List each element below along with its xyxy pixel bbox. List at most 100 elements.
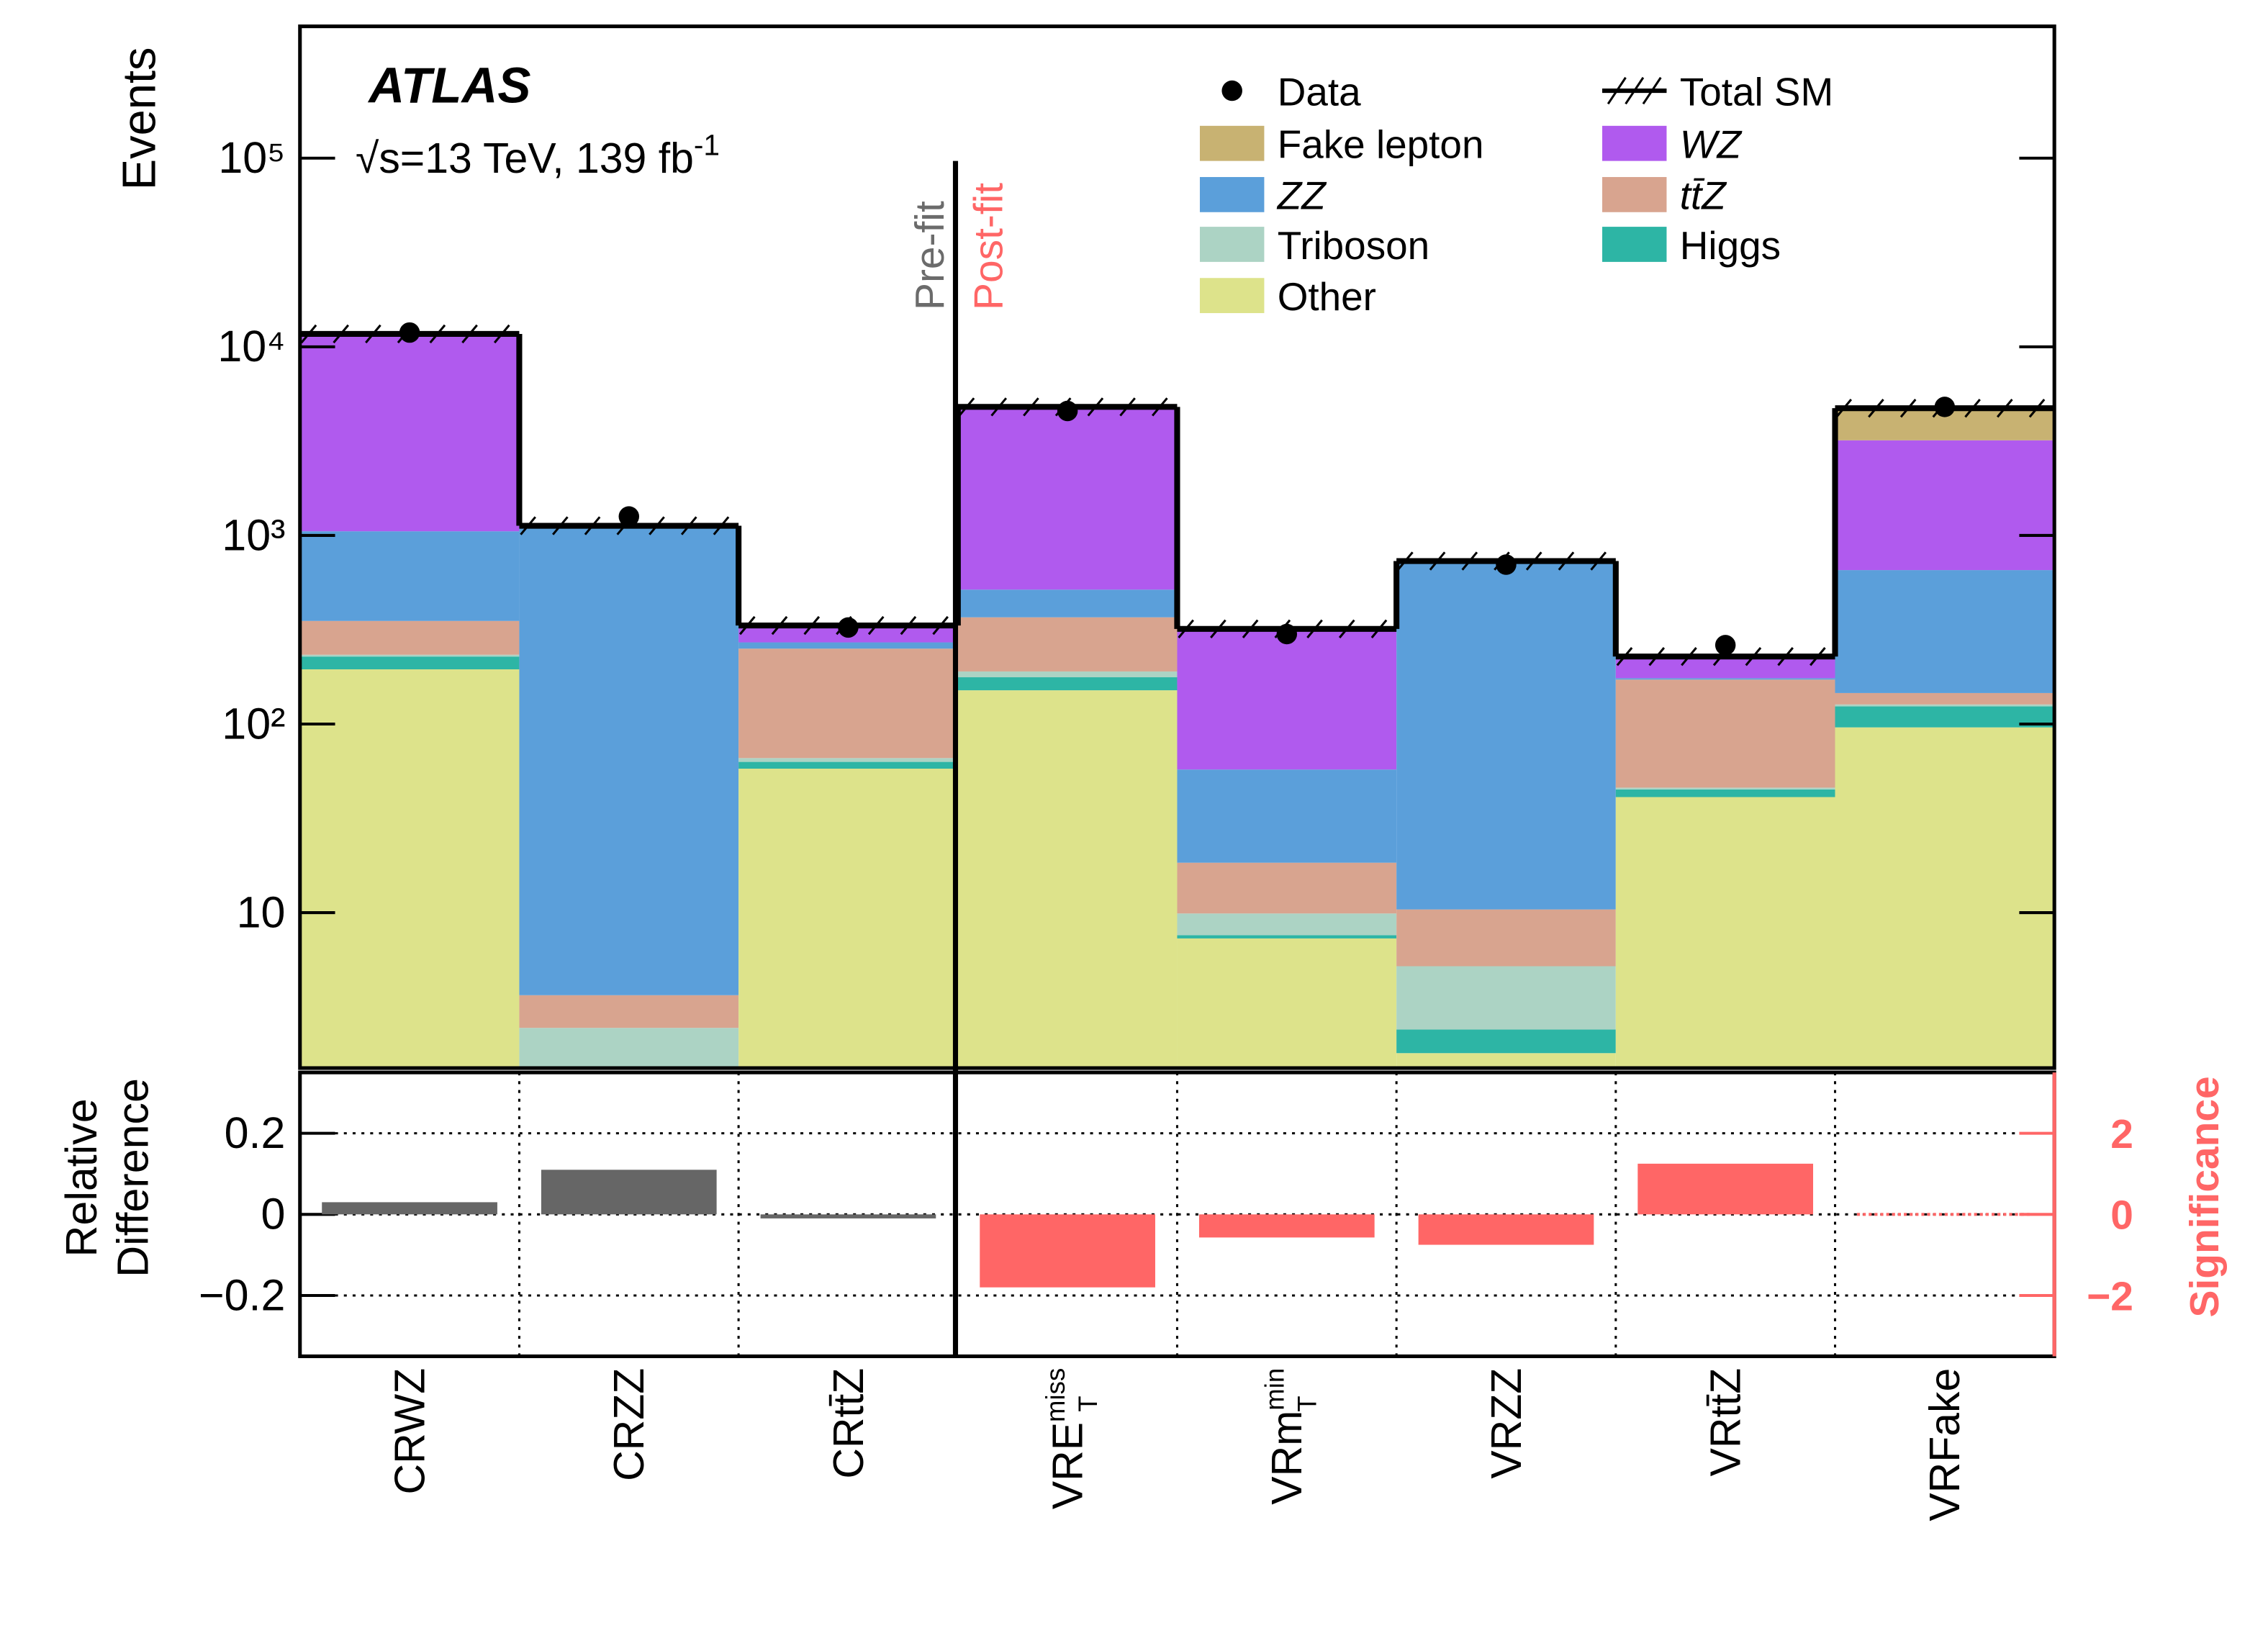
stack-segment <box>1177 938 1397 1069</box>
stack-segment <box>1396 909 1616 967</box>
x-tick-label: CRZZ <box>606 1368 653 1481</box>
stack-segment <box>957 589 1178 618</box>
stack-segment <box>1835 727 2055 1069</box>
data-point <box>618 506 640 527</box>
stack-segment <box>1177 935 1397 939</box>
prefit-label: Pre-fit <box>907 201 953 310</box>
stack-segment <box>1835 706 2055 728</box>
x-tick-label: CRtt̄Z <box>826 1368 872 1479</box>
data-point <box>1934 397 1956 417</box>
stack-segment <box>299 656 520 669</box>
y-axis-label: Events <box>112 47 165 190</box>
stack-segment <box>1396 1029 1616 1054</box>
legend-hatch <box>1607 76 1627 105</box>
ratio-bar <box>1198 1214 1375 1238</box>
stack-segment <box>519 1028 739 1069</box>
stack-segment <box>1396 966 1616 1030</box>
ratio-bar <box>541 1170 717 1215</box>
data-point <box>838 617 859 638</box>
legend-swatch <box>1199 176 1265 212</box>
stack-area <box>299 333 2055 1069</box>
y-tick-label: 10² <box>222 699 285 748</box>
y-tick-label: 10 <box>237 887 286 936</box>
y2-tick-label: −2 <box>2087 1273 2133 1319</box>
data-point <box>399 322 420 343</box>
legend-label: tt̄Z <box>1680 173 1727 218</box>
x-tick-text: VRE <box>1044 1422 1091 1509</box>
stack-segment <box>519 995 739 1028</box>
x-tick-label: VRFake <box>1922 1368 1969 1521</box>
data-point <box>1276 623 1298 645</box>
x-tick-label: VRtt̄Z <box>1702 1368 1749 1477</box>
stack-segment <box>1177 629 1397 770</box>
stack-segment <box>738 758 958 762</box>
stack-segment <box>299 531 520 621</box>
energy-text: √s=13 TeV, 139 fb <box>356 135 694 182</box>
legend-swatch <box>1199 227 1265 262</box>
stack-segment <box>1835 692 2055 705</box>
stack-segment <box>957 671 1178 678</box>
ratio-y-label: Relative <box>57 1098 106 1257</box>
significance-label: Significance <box>2182 1076 2228 1317</box>
stack-segment <box>1396 561 1616 910</box>
legend-swatch <box>1602 125 1667 161</box>
stack-segment <box>1835 704 2055 707</box>
x-tick-sup: miss <box>1041 1368 1070 1422</box>
stack-segment <box>738 642 958 649</box>
stack-segment <box>299 669 520 1069</box>
legend-label: ZZ <box>1276 173 1328 218</box>
stack-segment <box>738 648 958 759</box>
legend-label: Higgs <box>1680 223 1781 268</box>
x-tick-label: VREmiss T <box>1041 1368 1103 1509</box>
data-point <box>1714 635 1736 656</box>
ratio-bar <box>1418 1214 1594 1245</box>
stack-segment <box>1835 570 2055 693</box>
x-tick-sup: min <box>1260 1368 1290 1411</box>
ratio-bar <box>980 1214 1155 1288</box>
stack-segment <box>1615 679 1835 788</box>
y2-tick-label: 0 <box>2110 1193 2133 1239</box>
stack-segment <box>299 333 520 532</box>
legend-swatch <box>1602 176 1667 212</box>
stack-segment <box>519 526 739 995</box>
ratio-bar <box>322 1202 497 1215</box>
stack-segment <box>957 407 1178 590</box>
x-tick-sub: T <box>1073 1396 1103 1411</box>
legend-swatch <box>1199 125 1265 161</box>
legend-marker <box>1221 80 1242 101</box>
y2-tick-label: 2 <box>2110 1111 2133 1157</box>
stack-segment <box>957 690 1178 1069</box>
stack-segment <box>1615 789 1835 797</box>
legend-label: Total SM <box>1680 69 1833 114</box>
legend-hatch <box>1642 76 1662 105</box>
ratio-bar <box>760 1214 936 1218</box>
data-point <box>1496 554 1517 575</box>
stack-segment <box>1177 913 1397 936</box>
y-tick-label: 0.2 <box>225 1108 286 1157</box>
postfit-label: Post-fit <box>966 183 1012 310</box>
experiment-label: ATLAS <box>367 57 530 113</box>
y-tick-label: −0.2 <box>199 1270 285 1319</box>
legend-label: WZ <box>1680 122 1743 167</box>
stack-segment <box>1615 797 1835 1069</box>
stack-segment <box>1615 656 1835 679</box>
legend-hatch <box>1625 76 1645 105</box>
x-tick-text: VRm <box>1264 1411 1311 1505</box>
x-tick-label: CRWZ <box>387 1368 433 1495</box>
y-tick-label: 10⁴ <box>217 322 285 371</box>
data-point <box>1057 400 1078 422</box>
stack-segment <box>957 677 1178 691</box>
main-frame <box>298 24 2056 1070</box>
stack-segment <box>738 769 958 1069</box>
y-tick-label: 0 <box>261 1190 286 1239</box>
energy-exponent: -1 <box>694 128 720 161</box>
stack-segment <box>1396 1053 1616 1069</box>
stack-segment <box>957 617 1178 671</box>
y-tick-label: 10³ <box>222 510 285 559</box>
ratio-y-label: Difference <box>108 1078 157 1277</box>
stack-segment <box>1615 678 1835 680</box>
x-tick-label: VRmmin T <box>1260 1368 1322 1505</box>
legend-label: Data <box>1278 69 1361 114</box>
legend-label: Triboson <box>1278 223 1429 268</box>
